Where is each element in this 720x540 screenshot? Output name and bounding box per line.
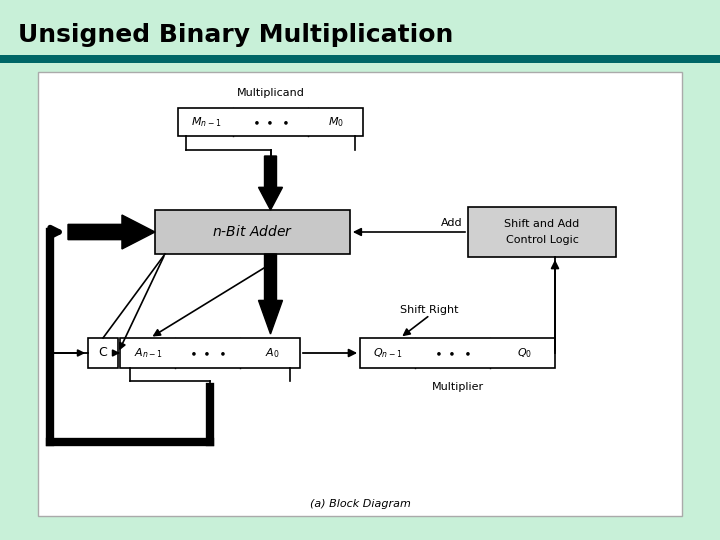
Text: $Q_0$: $Q_0$ (518, 346, 533, 360)
Polygon shape (258, 254, 282, 334)
Bar (468, 207, 616, 257)
Text: Control Logic: Control Logic (505, 235, 578, 245)
Text: $Q_{n-1}$: $Q_{n-1}$ (373, 346, 402, 360)
Bar (0, 55, 720, 63)
Bar (88, 338, 118, 368)
Text: C: C (99, 347, 107, 360)
Text: $M_{n-1}$: $M_{n-1}$ (191, 115, 221, 129)
Text: Add: Add (441, 218, 463, 228)
Text: $\bullet\;\bullet\;\bullet$: $\bullet\;\bullet\;\bullet$ (189, 347, 227, 360)
Text: Multiplicand: Multiplicand (237, 88, 305, 98)
Bar (178, 108, 363, 136)
Text: $\bullet\;\bullet\;\bullet$: $\bullet\;\bullet\;\bullet$ (252, 116, 289, 129)
Bar (120, 338, 300, 368)
Text: Shift Right: Shift Right (400, 305, 459, 315)
Text: Unsigned Binary Multiplication: Unsigned Binary Multiplication (18, 23, 454, 47)
Text: Shift and Add: Shift and Add (505, 219, 580, 229)
Bar (38, 72, 682, 516)
Text: $n$-Bit Adder: $n$-Bit Adder (212, 225, 293, 240)
Text: Multiplier: Multiplier (431, 382, 484, 392)
Polygon shape (258, 156, 282, 210)
Text: $A_{n-1}$: $A_{n-1}$ (133, 346, 163, 360)
Polygon shape (68, 215, 155, 249)
Text: $A_0$: $A_0$ (265, 346, 279, 360)
Bar (155, 210, 350, 254)
Text: $\bullet\;\bullet\;\bullet$: $\bullet\;\bullet\;\bullet$ (434, 347, 472, 360)
Bar (360, 338, 555, 368)
Text: $M_0$: $M_0$ (328, 115, 344, 129)
Text: (a) Block Diagram: (a) Block Diagram (310, 499, 410, 509)
